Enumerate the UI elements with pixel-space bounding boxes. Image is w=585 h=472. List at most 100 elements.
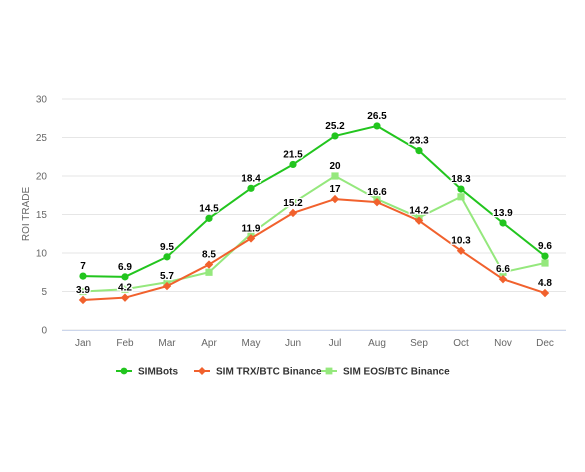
data-point-marker[interactable] (541, 259, 549, 267)
y-tick-label: 0 (41, 326, 47, 337)
data-point-marker[interactable] (372, 197, 382, 207)
data-labels: 7 6.9 9.5 14.5 18.4 21.5 25.2 26.5 23.3 18.3 13.9 9… (75, 110, 554, 298)
data-point-marker[interactable] (121, 285, 129, 293)
x-tick-label: Oct (453, 338, 469, 349)
data-label: 9.5 (160, 242, 174, 253)
data-point-marker[interactable] (289, 160, 297, 169)
data-label: 4.8 (538, 278, 552, 289)
y-axis-label: ROI TRADE (21, 187, 32, 242)
data-point-marker[interactable] (457, 185, 465, 193)
y-axis-ticks: 0 5 10 15 20 25 30 (36, 95, 48, 337)
data-point-marker[interactable] (414, 216, 424, 225)
y-tick-label: 25 (36, 133, 48, 144)
data-label: 16.6 (367, 187, 387, 198)
data-label: 5.7 (160, 271, 174, 282)
data-point-marker[interactable] (204, 260, 214, 269)
data-point-marker[interactable] (373, 122, 381, 130)
series-line (82, 124, 546, 278)
series-sim-trx-btc-binance (78, 194, 550, 305)
data-label: 23.3 (409, 136, 429, 147)
legend-item[interactable]: SIM TRX/BTC Binance (194, 367, 322, 378)
data-point-marker[interactable] (331, 172, 339, 180)
x-tick-label: Dec (536, 338, 554, 349)
data-label: 17 (329, 184, 341, 195)
data-point-marker[interactable] (120, 367, 128, 375)
x-tick-label: May (242, 338, 261, 349)
data-label: 7 (80, 261, 86, 272)
data-label: 18.3 (451, 174, 471, 185)
data-point-marker[interactable] (499, 268, 507, 276)
y-tick-label: 15 (36, 210, 48, 221)
legend-item[interactable]: SIMBots (116, 367, 178, 378)
x-tick-label: Sep (410, 338, 428, 349)
data-label: 14.5 (199, 203, 219, 214)
data-label: 26.5 (367, 111, 387, 122)
x-tick-label: Apr (201, 338, 217, 349)
data-point-marker[interactable] (415, 146, 423, 155)
data-point-marker[interactable] (456, 246, 466, 255)
x-tick-label: Mar (158, 338, 176, 349)
grid-lines (62, 98, 566, 331)
x-tick-label: Nov (494, 338, 512, 349)
data-point-marker[interactable] (162, 281, 172, 291)
data-label: 8.5 (202, 250, 216, 261)
legend-label: SIM TRX/BTC Binance (216, 367, 322, 378)
data-label: 10.3 (451, 236, 471, 247)
data-label: 3.9 (76, 285, 90, 296)
series-sim-eos-btc-binance (79, 172, 549, 296)
data-point-marker[interactable] (163, 253, 171, 261)
data-point-marker[interactable] (247, 230, 255, 238)
series-group (78, 122, 550, 305)
series-simbots (79, 122, 549, 281)
data-point-marker[interactable] (247, 184, 255, 192)
data-label: 15.2 (283, 198, 303, 209)
data-point-marker[interactable] (457, 193, 465, 201)
data-label: 9.6 (538, 241, 552, 252)
data-label: 13.9 (493, 208, 513, 219)
data-point-marker[interactable] (540, 288, 550, 298)
data-point-marker[interactable] (205, 214, 213, 222)
series-line (82, 198, 546, 301)
data-point-marker[interactable] (79, 287, 87, 296)
data-point-marker[interactable] (331, 132, 339, 140)
legend-label: SIMBots (138, 367, 178, 378)
data-label: 4.2 (118, 283, 132, 294)
data-point-marker[interactable] (246, 234, 256, 243)
y-tick-label: 30 (36, 95, 48, 106)
legend[interactable]: SIMBots SIM TRX/BTC Binance SIM EOS/BTC Bi… (116, 367, 450, 378)
data-point-marker[interactable] (289, 199, 297, 207)
y-tick-label: 5 (41, 287, 47, 298)
series-line (82, 175, 546, 293)
data-label: 6.6 (496, 264, 510, 275)
data-point-marker[interactable] (288, 208, 298, 218)
data-label: 21.5 (283, 149, 303, 160)
x-axis: Jan Feb Mar Apr May Jun Jul Aug Sep Oct Nov Dec (62, 330, 566, 349)
x-tick-label: Feb (116, 338, 134, 349)
data-label: 6.9 (118, 262, 132, 273)
data-point-marker[interactable] (499, 219, 507, 227)
data-point-marker[interactable] (198, 367, 206, 375)
data-point-marker[interactable] (498, 274, 508, 284)
data-point-marker[interactable] (541, 252, 549, 260)
data-label: 14.2 (409, 206, 429, 217)
data-point-marker[interactable] (205, 268, 213, 276)
x-tick-label: Jun (285, 338, 301, 349)
data-point-marker[interactable] (78, 295, 88, 305)
x-tick-label: Jan (75, 338, 91, 349)
y-tick-label: 10 (36, 249, 48, 260)
data-point-marker[interactable] (79, 272, 87, 280)
data-point-marker[interactable] (325, 367, 333, 375)
x-tick-label: Jul (329, 338, 342, 349)
x-tick-label: Aug (368, 338, 386, 349)
data-point-marker[interactable] (121, 273, 129, 281)
data-label: 11.9 (242, 223, 261, 234)
legend-label: SIM EOS/BTC Binance (343, 367, 450, 378)
y-tick-label: 20 (36, 172, 48, 183)
data-label: 20 (329, 161, 341, 172)
data-point-marker[interactable] (330, 194, 340, 204)
legend-item[interactable]: SIM EOS/BTC Binance (321, 367, 450, 378)
data-label: 25.2 (325, 121, 345, 132)
data-label: 18.4 (241, 173, 261, 184)
data-point-marker[interactable] (120, 293, 130, 302)
